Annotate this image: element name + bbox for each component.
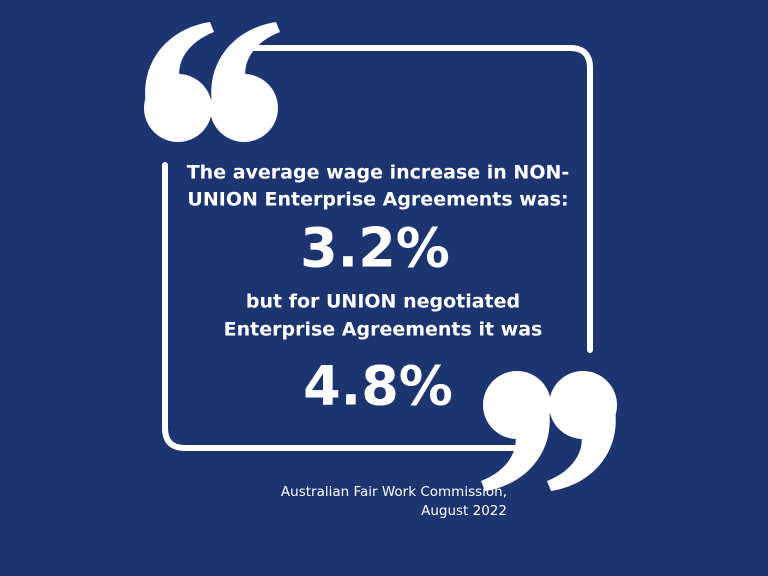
intro-line: UNION Enterprise Agreements was: <box>187 189 568 211</box>
first-stat: 3.2% <box>300 217 450 280</box>
frame-top-right <box>242 45 593 353</box>
middle-line: Enterprise Agreements it was <box>224 319 543 341</box>
middle-line: but for UNION negotiated <box>246 291 520 313</box>
source-line: August 2022 <box>421 503 507 519</box>
source-line: Australian Fair Work Commission, <box>281 484 507 500</box>
open-quote-mark <box>144 22 280 142</box>
frame-bottom-left <box>162 162 518 451</box>
close-quote-mark <box>481 371 617 491</box>
second-stat: 4.8% <box>303 355 453 418</box>
intro-line: The average wage increase in NON- <box>187 162 570 184</box>
